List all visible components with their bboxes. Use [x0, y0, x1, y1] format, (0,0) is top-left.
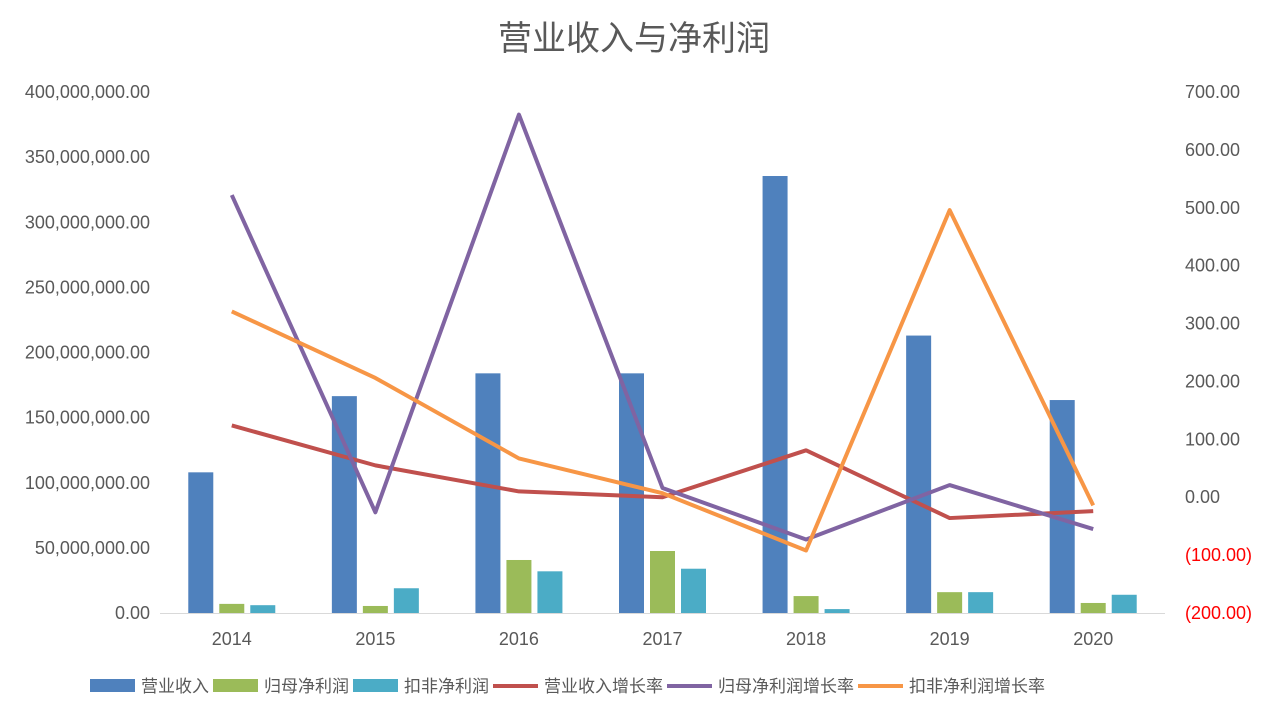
bar-2019: [968, 592, 994, 613]
bar-2019: [937, 592, 963, 613]
left-tick-label: 250,000,000.00: [25, 277, 150, 297]
x-tick-label: 2014: [212, 629, 252, 649]
right-tick-label: (100.00): [1185, 545, 1252, 565]
left-tick-label: 150,000,000.00: [25, 408, 150, 428]
legend: 营业收入 归母净利润 扣非净利润 营业收入增长率 归母净利润增长率 扣非净利润增长率: [90, 677, 1045, 697]
right-tick-label: 0.00: [1185, 487, 1220, 507]
bars: [188, 176, 1137, 614]
legend-swatch: [353, 679, 398, 692]
x-tick-label: 2020: [1073, 629, 1113, 649]
bar-2014: [250, 605, 276, 613]
right-tick-label: 500.00: [1185, 198, 1240, 218]
right-tick-label: 200.00: [1185, 371, 1240, 391]
bar-2014: [219, 603, 245, 613]
right-tick-label: 700.00: [1185, 82, 1240, 102]
bar-2020: [1111, 594, 1137, 613]
left-tick-label: 50,000,000.00: [35, 538, 150, 558]
right-tick-label: 100.00: [1185, 429, 1240, 449]
bar-2017: [619, 373, 644, 613]
legend-label: 扣非净利润: [404, 677, 489, 697]
bar-2015: [393, 588, 419, 613]
left-axis: 0.00 50,000,000.00 100,000,000.00 150,000,0…: [25, 82, 150, 623]
x-tick-label: 2018: [786, 629, 826, 649]
legend-label: 归母净利润增长率: [718, 677, 854, 697]
right-tick-label: 600.00: [1185, 140, 1240, 160]
bar-2019: [906, 335, 932, 613]
bar-2017: [650, 551, 675, 613]
legend-label: 归母净利润: [264, 677, 349, 697]
x-tick-label: 2019: [930, 629, 970, 649]
left-tick-label: 400,000,000.00: [25, 82, 150, 102]
legend-label: 营业收入增长率: [544, 677, 663, 697]
legend-swatch: [90, 679, 135, 692]
lines: [229, 112, 1096, 553]
chart-title: 营业收入与净利润: [498, 19, 770, 59]
right-axis: (200.00) (100.00) 0.00 100.00 200.00 300.00 40…: [1185, 82, 1252, 623]
bar-2016: [506, 559, 532, 613]
left-tick-label: 0.00: [115, 603, 150, 623]
right-tick-label: 300.00: [1185, 314, 1240, 334]
line-series: [230, 208, 1096, 553]
bar-2015: [362, 605, 388, 613]
bar-2018: [793, 596, 819, 613]
bar-2020: [1080, 602, 1106, 613]
bar-2014: [188, 472, 214, 613]
legend-label: 营业收入: [141, 677, 209, 697]
legend-swatch: [213, 679, 258, 692]
bar-2016: [537, 571, 563, 613]
left-tick-label: 100,000,000.00: [25, 473, 150, 493]
bar-2015: [331, 396, 357, 613]
right-tick-label: 400.00: [1185, 256, 1240, 276]
bar-2018: [824, 609, 850, 613]
x-tick-label: 2016: [499, 629, 539, 649]
legend-label: 扣非净利润增长率: [909, 677, 1045, 697]
line-series: [231, 423, 1094, 521]
bar-2016: [475, 373, 501, 613]
bar-2020: [1049, 400, 1075, 613]
left-tick-label: 200,000,000.00: [25, 343, 150, 363]
left-tick-label: 350,000,000.00: [25, 147, 150, 167]
right-tick-label: (200.00): [1185, 603, 1252, 623]
x-tick-label: 2015: [355, 629, 395, 649]
x-tick-label: 2017: [642, 629, 682, 649]
left-tick-label: 300,000,000.00: [25, 212, 150, 232]
bar-2018: [762, 176, 788, 614]
bar-2017: [681, 568, 706, 613]
line-series: [229, 112, 1094, 542]
x-axis: 2014 2015 2016 2017 2018 2019 2020: [212, 629, 1113, 649]
